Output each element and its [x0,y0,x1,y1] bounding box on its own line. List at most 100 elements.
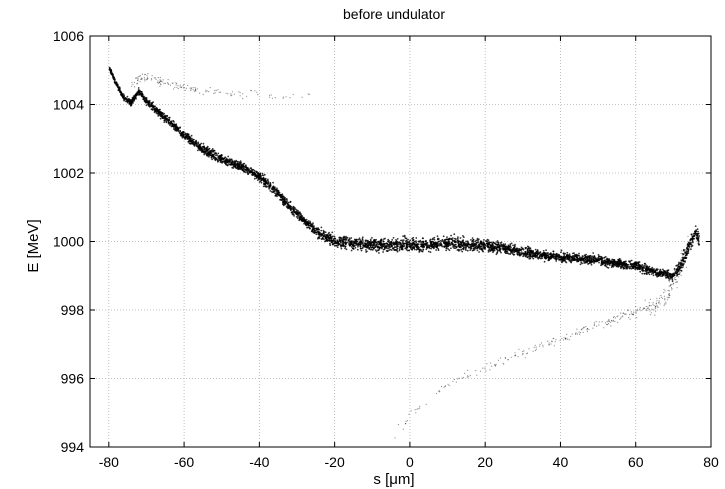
data-point [308,224,310,227]
data-point [676,281,678,283]
data-point [265,185,268,188]
data-point [668,293,670,295]
data-point [320,229,323,232]
data-point [447,383,449,385]
data-point [522,351,524,353]
data-point [618,265,621,267]
data-point [637,308,639,310]
data-point [141,73,143,75]
data-point [393,249,396,251]
data-point [177,130,180,133]
data-point [510,251,512,253]
data-point [239,92,241,94]
data-point [582,331,584,333]
y-tick-label: 1006 [53,28,84,44]
data-point [125,97,128,100]
data-point [157,77,159,79]
data-point [492,247,495,249]
data-point [504,243,507,246]
data-point [306,221,309,224]
data-point [402,239,405,242]
data-point [279,193,282,196]
data-point [496,250,499,253]
data-point [686,254,689,256]
data-point [565,255,567,258]
data-point [680,262,683,264]
data-point [281,195,283,197]
data-point [559,339,561,342]
data-point [534,349,537,352]
data-point [133,81,136,83]
data-point [326,239,329,241]
data-point [398,249,401,252]
data-point [684,261,686,263]
data-point [317,227,319,229]
data-point [670,287,673,289]
data-point [179,129,182,132]
data-point [513,247,516,250]
data-point [123,94,125,97]
data-point [687,248,690,250]
data-point [313,232,316,235]
data-point [528,246,530,249]
data-point [401,239,403,242]
data-point [211,156,213,159]
data-point [320,226,323,229]
data-point [189,87,191,89]
data-point [382,240,385,243]
data-point [566,258,568,261]
data-point [206,150,209,152]
data-point [678,273,680,275]
data-point [264,183,267,186]
data-point [338,236,341,239]
data-point [438,390,440,392]
data-point [214,89,216,92]
data-point [345,239,347,242]
data-point [666,269,669,272]
data-point [451,243,454,246]
data-point [460,244,463,247]
data-point [221,154,223,157]
data-point [678,267,681,270]
data-point [697,232,700,235]
data-point [353,245,356,247]
data-point [286,200,288,203]
data-point [496,252,499,254]
data-point [284,202,287,205]
data-point [158,82,160,84]
data-point [429,238,432,241]
data-point [586,329,588,331]
data-point [446,241,448,244]
data-point [410,242,412,245]
data-point [405,239,408,242]
data-point [443,239,446,241]
data-point [350,237,353,239]
data-point [263,173,266,176]
data-point [499,242,502,244]
data-point [273,186,275,189]
data-point [292,213,295,216]
data-point [134,97,137,99]
data-point [186,134,188,137]
data-point [600,256,603,258]
data-point [416,246,419,249]
data-point [492,241,495,244]
data-point [554,341,556,343]
data-point [539,257,542,260]
data-point [598,324,600,326]
data-point [693,232,696,235]
x-tick-label: 20 [477,454,493,470]
data-point [163,82,165,84]
data-point [665,274,668,277]
data-point [202,149,204,152]
data-point [509,253,512,255]
data-point [691,237,693,240]
data-point [436,244,438,247]
data-point [187,133,190,136]
data-point [690,245,693,248]
data-point [462,377,465,379]
data-point [424,240,427,243]
data-point [452,380,454,382]
data-point [635,312,637,314]
data-point [144,78,146,80]
